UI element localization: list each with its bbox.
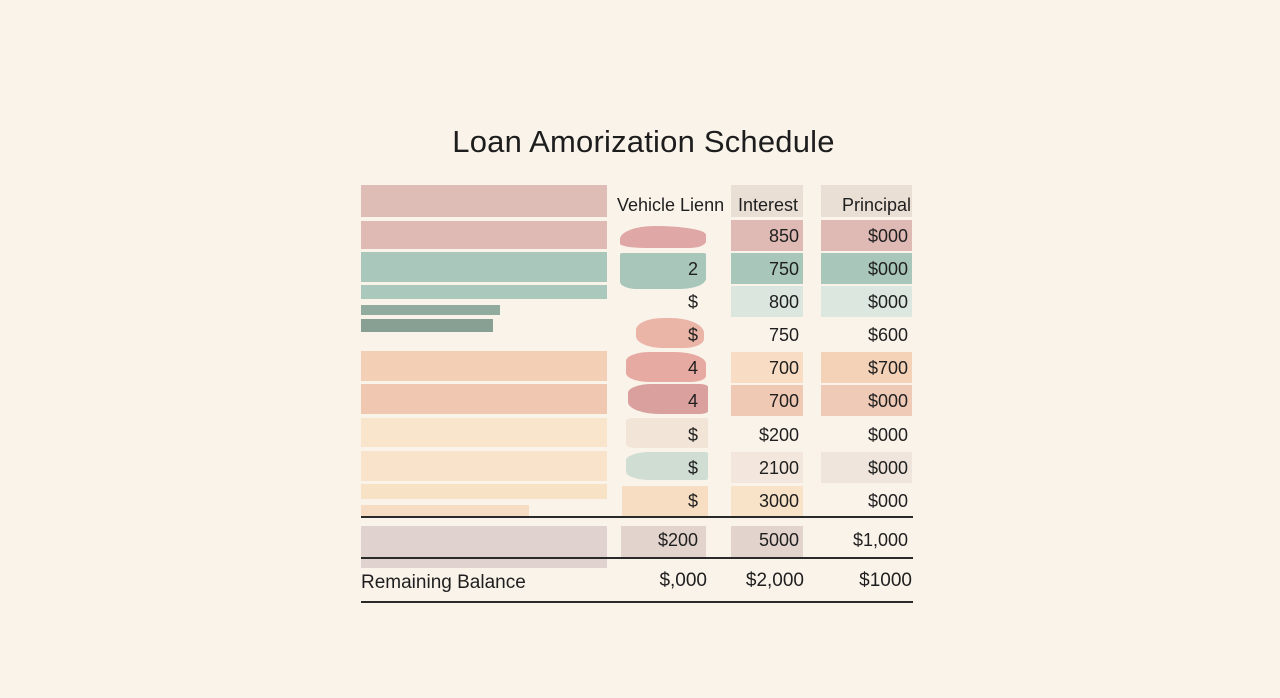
divider <box>361 601 913 603</box>
label-bar <box>361 221 607 249</box>
label-bar <box>361 351 607 381</box>
principal-cell: $000 <box>867 292 908 312</box>
lien-blob <box>626 352 706 382</box>
lien-cell <box>620 220 706 251</box>
lien-blob <box>636 318 704 348</box>
lien-blob <box>621 526 706 557</box>
interest-header-bg <box>731 185 803 217</box>
interest-cell: 800 <box>768 292 799 312</box>
interest-cell-bg <box>731 352 803 383</box>
principal-cell-bg <box>821 286 912 317</box>
header-principal: Principal <box>842 195 912 215</box>
footer-interest-value: $2,000 <box>745 570 804 591</box>
label-bar <box>361 285 607 299</box>
label-bar <box>361 418 607 447</box>
footer-principal-value: $1000 <box>859 570 912 591</box>
interest-cell-bg <box>731 220 803 251</box>
label-bar <box>361 384 607 414</box>
interest-cell: 700 <box>768 391 799 411</box>
lien-cell: $ <box>687 458 698 478</box>
principal-cell-bg <box>821 220 912 251</box>
label-bar <box>361 185 607 217</box>
label-bar <box>361 505 529 516</box>
principal-cell: $000 <box>867 259 908 279</box>
interest-cell-bg <box>731 486 803 517</box>
label-bar <box>361 484 607 499</box>
page-title: Loan Amorization Schedule <box>452 124 835 159</box>
label-bar <box>361 451 607 481</box>
interest-cell-bg <box>731 452 803 483</box>
lien-cell: 4 <box>687 358 698 378</box>
lien-cell: $ <box>687 292 698 312</box>
interest-cell-bg <box>731 385 803 416</box>
principal-cell: $000 <box>867 491 908 511</box>
principal-cell: $600 <box>867 325 908 345</box>
interest-cell: 3000 <box>758 491 799 511</box>
interest-cell-bg <box>731 286 803 317</box>
interest-cell: 700 <box>768 358 799 378</box>
lien-cell: 2 <box>687 259 698 279</box>
principal-cell: $000 <box>867 391 908 411</box>
principal-cell-bg <box>821 352 912 383</box>
header-vehicle-lien: Vehicle Lienn <box>617 195 725 215</box>
lien-blob <box>620 253 706 289</box>
lien-cell: $ <box>687 325 698 345</box>
principal-cell-bg <box>821 452 912 483</box>
principal-cell-bg <box>821 253 912 284</box>
lien-cell: $ <box>687 491 698 511</box>
interest-cell: $200 <box>758 425 799 445</box>
remaining-balance-label: Remaining Balance <box>361 572 526 593</box>
lien-cell: 4 <box>687 391 698 411</box>
label-bar <box>361 526 607 568</box>
label-bar <box>361 319 493 332</box>
interest-cell: 750 <box>768 325 799 345</box>
principal-cell: $000 <box>867 458 908 478</box>
principal-cell: $000 <box>867 425 908 445</box>
lien-cell: $ <box>687 425 698 445</box>
totals-lien-cell: $200 <box>657 530 698 550</box>
lien-blob <box>628 384 708 414</box>
lien-blob <box>622 486 708 516</box>
interest-cell: 750 <box>768 259 799 279</box>
principal-cell: $700 <box>867 358 908 378</box>
totals-interest-cell: 5000 <box>758 530 799 550</box>
principal-header-bg <box>821 185 912 217</box>
divider <box>361 516 913 518</box>
divider <box>361 557 913 559</box>
principal-cell: $000 <box>867 226 908 246</box>
totals-principal-cell: $1,000 <box>852 530 908 550</box>
principal-cell-bg <box>821 385 912 416</box>
interest-cell: 2100 <box>758 458 799 478</box>
lien-blob <box>620 226 706 248</box>
lien-blob <box>626 418 708 448</box>
interest-cell-bg <box>731 253 803 284</box>
label-bar <box>361 252 607 282</box>
interest-cell-bg <box>731 526 803 557</box>
label-bar <box>361 305 500 315</box>
header-interest: Interest <box>738 195 799 215</box>
footer-lien-value: $,000 <box>659 570 707 591</box>
interest-cell: 850 <box>768 226 799 246</box>
lien-blob <box>626 452 708 480</box>
